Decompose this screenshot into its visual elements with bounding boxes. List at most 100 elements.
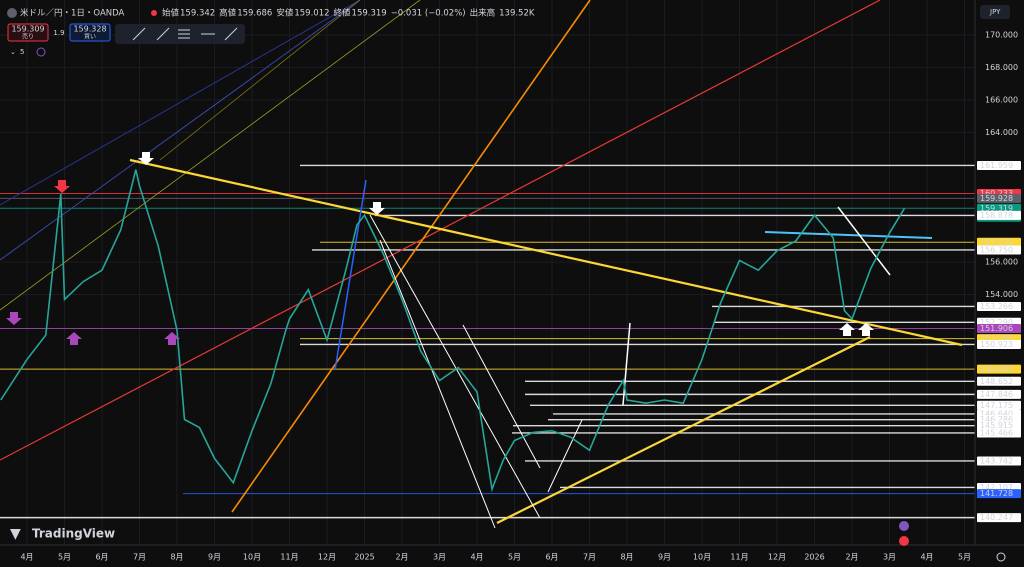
x-tick-label: 9月: [658, 553, 671, 562]
indicator-icon[interactable]: [36, 47, 46, 57]
ohlc-item: 終値: [334, 8, 352, 19]
x-tick-label: 4月: [920, 553, 933, 562]
price-label: 156.750: [980, 245, 1013, 254]
buy-label: 買い: [84, 34, 96, 41]
ohlc-item: 139.52K: [499, 9, 535, 19]
price-label-bg: [977, 160, 1021, 170]
y-tick-label: 170.000: [985, 31, 1018, 40]
x-tick-label: 3月: [883, 553, 896, 562]
x-tick-label: 5月: [58, 553, 71, 562]
price-label-bg: [977, 364, 1021, 374]
indicator-count: 5: [20, 48, 24, 56]
price-label: 141.728: [980, 489, 1013, 498]
x-tick-label: 2月: [845, 553, 858, 562]
price-label: 147.175: [980, 401, 1013, 410]
ohlc-item: 高値: [219, 8, 237, 19]
x-tick-label: 5月: [958, 553, 971, 562]
x-tick-label: 2月: [395, 553, 408, 562]
x-tick-label: 2025: [354, 553, 374, 562]
logo: TradingView: [32, 527, 115, 541]
sell-price: 159.309: [11, 25, 44, 34]
x-tick-label: 2026: [804, 553, 824, 562]
status-dot: [151, 10, 157, 16]
price-label-bg: [977, 210, 1021, 220]
ohlc-item: 159.012: [294, 9, 329, 19]
currency-box[interactable]: [980, 5, 1010, 19]
price-label-bg: [977, 376, 1021, 386]
price-label: 159.928: [980, 194, 1013, 203]
price-label: 160.233: [980, 189, 1013, 198]
buy-price: 159.328: [73, 25, 106, 34]
price-line: [0, 169, 906, 493]
ohlc-item: 安値: [276, 8, 294, 19]
event-icon[interactable]: [899, 521, 909, 531]
x-tick-label: 3月: [433, 553, 446, 562]
event-icon[interactable]: [899, 536, 909, 546]
price-label: 151.285: [980, 334, 1013, 343]
price-label: 159.319: [980, 204, 1013, 213]
arrows: [6, 152, 874, 345]
price-label-bg: [977, 428, 1021, 438]
logo-mark: ▼: [10, 526, 21, 542]
price-label: 146.286: [980, 415, 1013, 424]
price-label: 143.742: [980, 456, 1013, 465]
buy-button[interactable]: [69, 23, 111, 42]
y-tick-label: 156.000: [985, 258, 1018, 267]
grid: [0, 0, 975, 545]
price-label: 146.640: [980, 409, 1013, 418]
price-label-bg: [977, 245, 1021, 255]
y-tick-label: 166.000: [985, 95, 1018, 104]
price-label: 149.402: [980, 365, 1013, 374]
price-label-bg: [977, 421, 1021, 431]
indicator-toggle[interactable]: ⌄: [10, 48, 16, 56]
price-label-bg: [977, 400, 1021, 410]
settings-icon[interactable]: [996, 552, 1006, 562]
symbol-icon: [7, 8, 17, 18]
sell-button[interactable]: [7, 23, 49, 42]
x-tick-label: 7月: [583, 553, 596, 562]
price-label-bg: [977, 324, 1021, 334]
price-label: 161.959: [980, 161, 1013, 170]
x-tick-label: 6月: [95, 553, 108, 562]
price-label: 151.906: [980, 324, 1013, 333]
x-tick-label: 9月: [208, 553, 221, 562]
ohlc-item: 159.342: [180, 9, 215, 19]
x-tick-label: 7月: [133, 553, 146, 562]
price-line: [0, 169, 906, 493]
currency: JPY: [989, 8, 1001, 16]
price-label: 145.466: [980, 428, 1013, 437]
price-label: 140.247: [980, 513, 1013, 522]
ohlc-item: 159.686: [237, 9, 272, 19]
price-label-bg: [977, 489, 1021, 499]
y-tick-label: 164.000: [985, 128, 1018, 137]
ohlc-item: −0.031 (−0.02%): [391, 9, 466, 19]
price-label: 145.915: [980, 421, 1013, 430]
ohlc-item: 159.319: [352, 9, 387, 19]
x-tick-label: 11月: [730, 553, 748, 562]
x-tick-label: 12月: [318, 553, 336, 562]
x-tick-label: 4月: [20, 553, 33, 562]
x-tick-label: 4月: [470, 553, 483, 562]
price-label-bg: [977, 193, 1021, 203]
price-label: 152.290: [980, 318, 1013, 327]
price-label: 148.652: [980, 377, 1013, 386]
x-tick-label: 10月: [243, 553, 261, 562]
x-tick-label: 8月: [170, 553, 183, 562]
axes: 4月 5月 6月 7月 8月 9月 10月 11月 12月 2025 2月 3月 4月 5月 6月 7月 8月 9…: [20, 31, 1021, 562]
price-label-bg: [977, 237, 1021, 247]
spread: 1.9: [53, 29, 64, 37]
price-label-bg: [977, 389, 1021, 399]
price-label: 157.222: [980, 238, 1013, 247]
toolbar-icons[interactable]: [132, 27, 238, 41]
drawings: [0, 0, 963, 529]
price-label-bg: [977, 513, 1021, 523]
ohlc-item: 始値: [162, 8, 180, 19]
ohlc-item: 出来高: [470, 8, 496, 19]
price-label: 158.878: [980, 211, 1013, 220]
x-tick-label: 6月: [545, 553, 558, 562]
price-label: 153.266: [980, 302, 1013, 311]
sell-label: 売り: [22, 33, 34, 41]
x-tick-label: 5月: [508, 553, 521, 562]
